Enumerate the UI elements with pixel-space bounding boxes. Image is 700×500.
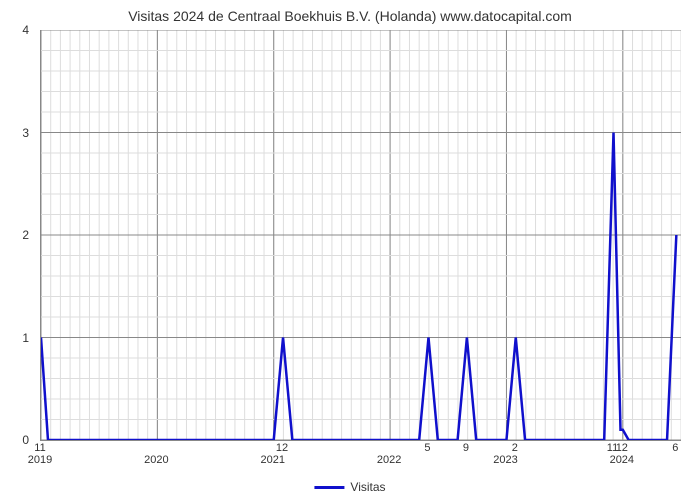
legend-label: Visitas xyxy=(350,480,385,494)
chart-svg xyxy=(41,30,681,440)
chart-container: Visitas 2024 de Centraal Boekhuis B.V. (… xyxy=(0,0,700,500)
data-point-label: 2 xyxy=(512,442,518,454)
x-year-label: 2024 xyxy=(610,454,634,466)
x-year-label: 2023 xyxy=(493,454,517,466)
data-point-label: 6 xyxy=(672,442,678,454)
x-year-label: 2022 xyxy=(377,454,401,466)
data-point-label: 9 xyxy=(463,442,469,454)
y-tick-label: 2 xyxy=(22,228,29,242)
x-year-label: 2021 xyxy=(260,454,284,466)
y-tick-label: 3 xyxy=(22,126,29,140)
x-year-label: 2020 xyxy=(144,454,168,466)
y-tick-label: 0 xyxy=(22,433,29,447)
y-axis: 01234 xyxy=(0,30,35,440)
x-axis: 201920202021202220232024111259211126 xyxy=(40,440,680,460)
y-tick-label: 1 xyxy=(22,331,29,345)
data-point-label: 12 xyxy=(276,442,288,454)
chart-title: Visitas 2024 de Centraal Boekhuis B.V. (… xyxy=(0,0,700,28)
data-point-label: 5 xyxy=(424,442,430,454)
y-tick-label: 4 xyxy=(22,23,29,37)
legend: Visitas xyxy=(314,480,385,494)
data-point-label: 12 xyxy=(616,442,628,454)
plot-area xyxy=(40,30,681,441)
data-point-label: 11 xyxy=(34,442,45,454)
x-year-label: 2019 xyxy=(28,454,52,466)
legend-line xyxy=(314,486,344,489)
